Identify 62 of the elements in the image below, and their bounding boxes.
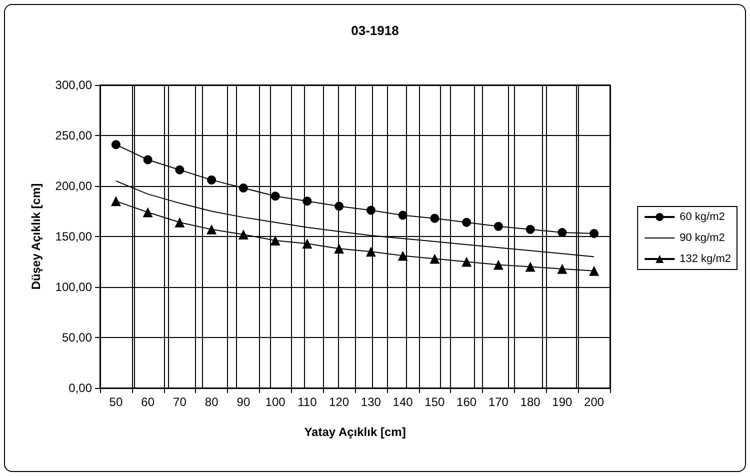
y-tick-label: 100,00 (55, 280, 92, 294)
x-tick-label: 190 (552, 395, 573, 409)
point (175, 165, 184, 174)
point (143, 155, 152, 164)
x-tick-label: 110 (298, 395, 318, 409)
point (462, 256, 472, 267)
x-axis-title: Yatay Açıklık [cm] (304, 425, 406, 439)
y-tick-label: 0,00 (68, 381, 92, 395)
point (142, 207, 153, 218)
line-series (115, 180, 595, 258)
point (526, 224, 535, 234)
point (366, 246, 376, 257)
x-tick-label: 70 (173, 395, 187, 409)
chart-title: 03-1918 (351, 23, 399, 38)
x-tick-label: 160 (456, 395, 477, 409)
point (238, 184, 248, 193)
point (525, 262, 536, 272)
point (238, 229, 248, 240)
x-tick-label: 50 (109, 395, 123, 409)
point (462, 218, 472, 227)
point (110, 196, 121, 206)
point (493, 260, 504, 270)
x-tick-label: 130 (360, 395, 382, 409)
point (270, 192, 280, 201)
point (302, 238, 312, 249)
x-tick-label: 200 (584, 395, 604, 409)
x-tick-label: 100 (265, 395, 286, 409)
legend-label: 60 kg/m2 (680, 211, 725, 223)
point (206, 224, 217, 234)
legend-label: 90 kg/m2 (680, 232, 725, 244)
x-tick-label: 120 (329, 395, 350, 409)
y-tick-label: 50,00 (62, 330, 92, 344)
point (334, 244, 344, 254)
point (430, 214, 440, 223)
y-tick-label: 250,00 (55, 128, 92, 142)
point (590, 228, 599, 238)
point (174, 217, 185, 228)
point (366, 206, 376, 215)
x-tick-label: 170 (488, 395, 509, 409)
x-tick-label: 140 (392, 395, 414, 409)
point (302, 196, 312, 206)
y-axis-title: Düşey Açıklık [cm] (29, 183, 43, 290)
point (334, 202, 344, 211)
point (558, 228, 567, 237)
point (111, 140, 120, 150)
y-tick-label: 150,00 (55, 230, 92, 244)
point (430, 254, 440, 264)
y-tick-label: 300,00 (55, 78, 92, 92)
point (494, 222, 503, 231)
point (398, 250, 408, 261)
legend-label: 132 kg/m2 (680, 253, 732, 265)
x-tick-label: 80 (204, 395, 219, 409)
y-tick-label: 200,00 (55, 179, 92, 193)
point (589, 266, 600, 276)
point (398, 210, 408, 220)
x-tick-label: 90 (236, 395, 250, 409)
point (557, 264, 568, 274)
point (270, 236, 280, 246)
point (207, 175, 216, 184)
x-tick-label: 150 (424, 395, 446, 409)
x-tick-label: 180 (520, 395, 541, 409)
x-tick-label: 60 (141, 395, 155, 409)
